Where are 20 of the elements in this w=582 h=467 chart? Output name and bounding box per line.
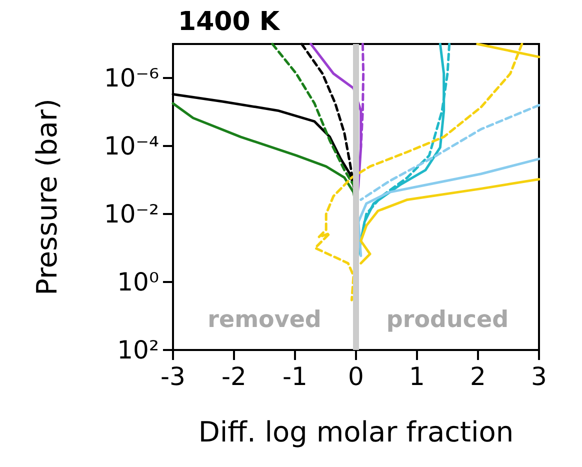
y-tick-label: 10⁻² bbox=[104, 200, 159, 228]
x-axis-title: Diff. log molar fraction bbox=[198, 416, 514, 448]
x-tick-label: -1 bbox=[282, 362, 308, 391]
y-axis-title: Pressure (bar) bbox=[30, 98, 64, 296]
x-tick-label: -3 bbox=[160, 362, 186, 391]
annotation: produced bbox=[386, 307, 509, 333]
y-tick-label: 10² bbox=[117, 336, 159, 364]
line-series bbox=[360, 178, 540, 264]
chart-title: 1400 K bbox=[178, 7, 280, 37]
y-tick-label: 10⁻⁴ bbox=[104, 132, 159, 160]
x-tick-label: -2 bbox=[222, 362, 246, 391]
line-series bbox=[360, 104, 540, 201]
y-tick-label: 10⁻⁶ bbox=[104, 64, 159, 92]
line-series bbox=[357, 158, 540, 258]
annotation: removed bbox=[208, 307, 322, 333]
x-tick-label: 2 bbox=[470, 362, 486, 391]
y-tick-label: 10⁰ bbox=[117, 268, 159, 296]
x-tick-label: 3 bbox=[531, 362, 547, 391]
x-tick-label: 0 bbox=[348, 362, 364, 391]
x-tick-label: 1 bbox=[409, 362, 425, 391]
